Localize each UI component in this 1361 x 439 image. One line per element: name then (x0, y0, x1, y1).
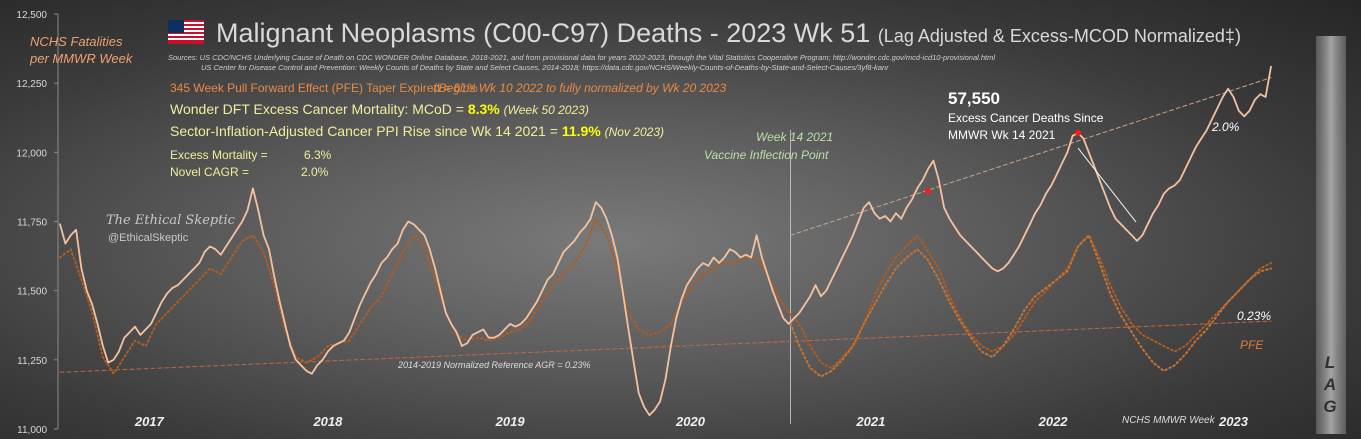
excess-deaths-number: 57,550 (948, 89, 1000, 108)
novel-trend-line (790, 77, 1272, 236)
x-year-label: 2018 (312, 414, 343, 429)
lag-letter-g: G (1323, 397, 1337, 416)
sector-date: (Nov 2023) (604, 125, 665, 139)
lag-letter-a: A (1323, 375, 1337, 394)
watermark-name: The Ethical Skeptic (106, 213, 235, 228)
x-year-label: 2019 (495, 414, 526, 429)
y-tick-label: 12,000 (16, 148, 47, 159)
x-year-label: 2022 (1038, 414, 1069, 429)
y-tick-label: 11,000 (17, 425, 47, 436)
source-line-2: US Center for Disease Control and Preven… (201, 63, 889, 72)
watermark-handle: @EthicalSkeptic (108, 232, 189, 244)
baseline-pct-label: 0.23% (1237, 309, 1271, 323)
y-axis-label-line1: NCHS Fatalities (30, 34, 123, 49)
expected-series-line (59, 217, 1272, 375)
wonder-label: Wonder DFT Excess Cancer Mortality: MCoD… (170, 101, 468, 117)
lag-letter-l: L (1324, 353, 1336, 372)
chart-title-main: Malignant Neoplasms (C00-C97) Deaths - 2… (216, 18, 871, 48)
excess-mortality-value: 6.3% (304, 148, 332, 162)
pfe-taper-note: 345 Week Pull Forward Effect (PFE) Taper… (170, 81, 478, 95)
y-tick-label: 12,500 (16, 10, 47, 21)
inflection-marker (925, 188, 932, 195)
sources-block: Sources: US CDC/NCHS Underlying Cause of… (168, 53, 995, 73)
wonder-week: (Week 50 2023) (503, 103, 589, 117)
chart-subtitle: (Lag Adjusted & Excess-MCOD Normalized‡) (877, 26, 1241, 46)
excess-pointer-line (1077, 147, 1137, 223)
baseline-trend-line (59, 320, 1272, 373)
vaccine-label-2: Vaccine Inflection Point (704, 148, 829, 162)
sector-value: 11.9% (561, 123, 601, 139)
y-axis-label: NCHS Fatalities per MMWR Week (30, 33, 160, 67)
y-axis-label-line2: per MMWR Week (30, 51, 133, 66)
novel-cagr-label: Novel CAGR = (170, 165, 250, 179)
y-tick-label: 11,750 (17, 218, 47, 229)
y-tick-label: 12,250 (16, 79, 47, 90)
pfe-series-line (789, 234, 1272, 378)
pfe-label: PFE (1240, 338, 1264, 352)
x-year-label: 2023 (1218, 414, 1249, 429)
trend-pct-label: 2.0% (1211, 120, 1240, 134)
wonder-excess-line: Wonder DFT Excess Cancer Mortality: MCoD… (170, 101, 589, 117)
actual-series-line (59, 65, 1272, 417)
excess-deaths-label: Excess Cancer Deaths Since MMWR Wk 14 20… (948, 111, 1104, 142)
novel-cagr-value: 2.0% (301, 165, 329, 179)
lag-band (1316, 36, 1346, 434)
y-tick-label: 11,500 (17, 287, 47, 298)
x-axis-label: NCHS MMWR Week (1122, 415, 1216, 426)
chart-title: Malignant Neoplasms (C00-C97) Deaths - 2… (216, 18, 1241, 49)
us-flag-icon (168, 20, 204, 44)
source-line-1: Sources: US CDC/NCHS Underlying Cause of… (168, 53, 996, 62)
pfe-begin-note: ‡Begins Wk 10 2022 to fully normalized b… (432, 81, 727, 95)
sector-ppi-line: Sector-Inflation-Adjusted Cancer PPI Ris… (170, 123, 664, 139)
y-tick-label: 11,250 (17, 356, 47, 367)
x-year-label: 2017 (134, 414, 165, 429)
x-year-label: 2020 (675, 414, 706, 429)
lag-label: L A G (1322, 352, 1338, 418)
inflection-marker (1075, 129, 1082, 136)
x-year-label: 2021 (855, 414, 885, 429)
vaccine-label-1: Week 14 2021 (756, 130, 834, 144)
excess-mortality-label: Excess Mortality = (170, 148, 268, 162)
baseline-agr-label: 2014-2019 Normalized Reference AGR = 0.2… (397, 360, 591, 370)
wonder-value: 8.3% (467, 101, 500, 117)
sector-label: Sector-Inflation-Adjusted Cancer PPI Ris… (170, 123, 562, 139)
